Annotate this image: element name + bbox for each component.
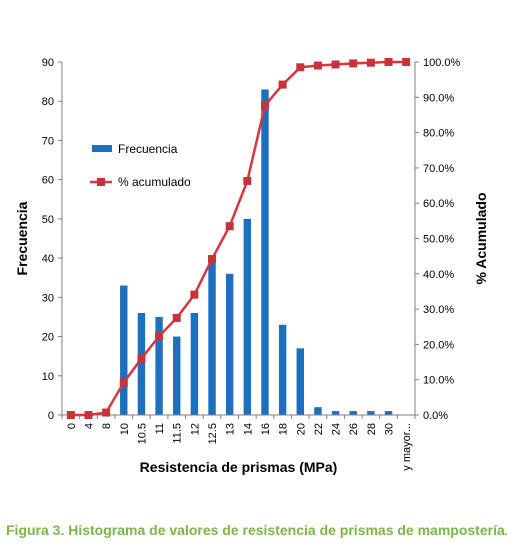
cumulative-marker	[208, 254, 217, 263]
y2-tick-label: 40.0%	[423, 269, 454, 281]
x-tick-label: 30	[384, 423, 396, 435]
x-tick-label: 14	[242, 423, 254, 435]
x-tick-label: y mayor...	[401, 423, 413, 471]
cumulative-marker	[313, 61, 322, 70]
cumulative-marker	[190, 290, 199, 299]
bar	[190, 313, 199, 415]
bar	[261, 89, 269, 415]
legend-swatch-frecuencia	[92, 145, 112, 152]
y2-tick-label: 70.0%	[423, 163, 454, 175]
right-axis-ticks: 0.0% 10.0% 20.0% 30.0% 40.0% 50.0% 60.0% 70.0% 8…	[415, 57, 461, 422]
x-axis-ticks: 0 4 8 10 10.5 11 11.5 12 12.5 13 14 16 18 20 22 24 26 28 3…	[61, 415, 416, 471]
cumulative-marker	[155, 332, 164, 341]
cumulative-marker	[384, 58, 393, 66]
x-tick-label: 11.5	[172, 423, 184, 444]
bar	[225, 273, 234, 415]
axes	[61, 62, 416, 416]
bar	[331, 411, 340, 415]
x-tick-label: 12	[189, 423, 201, 435]
y2-tick-label: 50.0%	[423, 234, 454, 246]
legend: Frecuencia % acumulado	[90, 142, 191, 189]
cumulative-marker	[402, 58, 411, 66]
y-tick-label: 0	[48, 410, 54, 422]
cumulative-marker	[278, 80, 287, 89]
bar	[349, 411, 357, 415]
y2-tick-label: 0.0%	[423, 410, 448, 422]
bar	[173, 336, 181, 415]
cumulative-marker	[243, 176, 252, 185]
bar	[278, 324, 287, 415]
legend-label-acumulado: % acumulado	[118, 175, 191, 189]
x-tick-label: 0	[66, 423, 78, 429]
bar	[243, 218, 252, 415]
x-tick-label: 8	[101, 423, 113, 429]
x-tick-label: 18	[278, 423, 290, 435]
bar	[367, 411, 375, 415]
cumulative-marker	[366, 58, 375, 67]
y2-tick-label: 80.0%	[423, 128, 454, 140]
bar	[208, 262, 216, 415]
cumulative-marker	[331, 60, 340, 69]
y-tick-label: 40	[42, 253, 54, 265]
y-tick-label: 90	[42, 57, 54, 69]
cumulative-marker	[137, 354, 146, 363]
y2-tick-label: 10.0%	[423, 375, 454, 387]
bar	[155, 316, 163, 415]
y-tick-label: 50	[42, 214, 54, 226]
cumulative-marker	[66, 411, 75, 419]
bar	[137, 313, 146, 415]
figure-caption: Figura 3. Histograma de valores de resis…	[6, 522, 507, 538]
y-tick-label: 10	[42, 371, 54, 383]
x-tick-label: 24	[331, 423, 343, 435]
y-tick-label: 70	[42, 135, 54, 147]
x-tick-label: 16	[260, 423, 272, 435]
legend-label-frecuencia: Frecuencia	[118, 142, 178, 156]
y2-tick-label: 60.0%	[423, 198, 454, 210]
cumulative-marker	[296, 63, 305, 72]
x-tick-label: 26	[348, 423, 360, 435]
cumulative-marker	[349, 59, 358, 68]
x-tick-label: 10.5	[136, 423, 148, 444]
bar	[120, 285, 128, 415]
y2-tick-label: 90.0%	[423, 92, 454, 104]
y-tick-label: 20	[42, 332, 54, 344]
x-axis-title: Resistencia de prismas (MPa)	[140, 459, 338, 475]
y-tick-label: 60	[42, 175, 54, 187]
x-tick-label: 11	[154, 423, 166, 434]
x-tick-label: 4	[83, 423, 95, 429]
cumulative-marker	[102, 408, 111, 417]
x-tick-label: 10	[119, 423, 131, 435]
line-series-acumulado	[66, 58, 411, 419]
x-tick-label: 12.5	[207, 423, 219, 444]
cumulative-marker	[260, 101, 269, 110]
y2-tick-label: 100.0%	[423, 57, 461, 69]
x-tick-label: 20	[295, 423, 307, 435]
cumulative-marker	[84, 411, 93, 419]
y-axis-title: Frecuencia	[14, 201, 30, 275]
x-tick-label: 28	[366, 423, 378, 435]
bar-series-frecuencia	[120, 89, 393, 415]
y-tick-label: 80	[42, 96, 54, 108]
x-tick-label: 22	[313, 423, 325, 435]
bar	[296, 348, 304, 415]
legend-marker-acumulado	[97, 178, 105, 186]
bar	[384, 411, 393, 415]
y-tick-label: 30	[42, 292, 54, 304]
y2-tick-label: 20.0%	[423, 339, 454, 351]
left-axis-ticks: 0 10 20 30 40 50 60 70 80 90	[42, 57, 62, 422]
cumulative-marker	[172, 313, 181, 322]
y2-axis-title: % Acumulado	[473, 192, 489, 284]
bar	[314, 407, 322, 415]
x-tick-label: 13	[225, 423, 237, 435]
cumulative-marker	[225, 222, 234, 231]
cumulative-marker	[119, 378, 128, 387]
y2-tick-label: 30.0%	[423, 304, 454, 316]
